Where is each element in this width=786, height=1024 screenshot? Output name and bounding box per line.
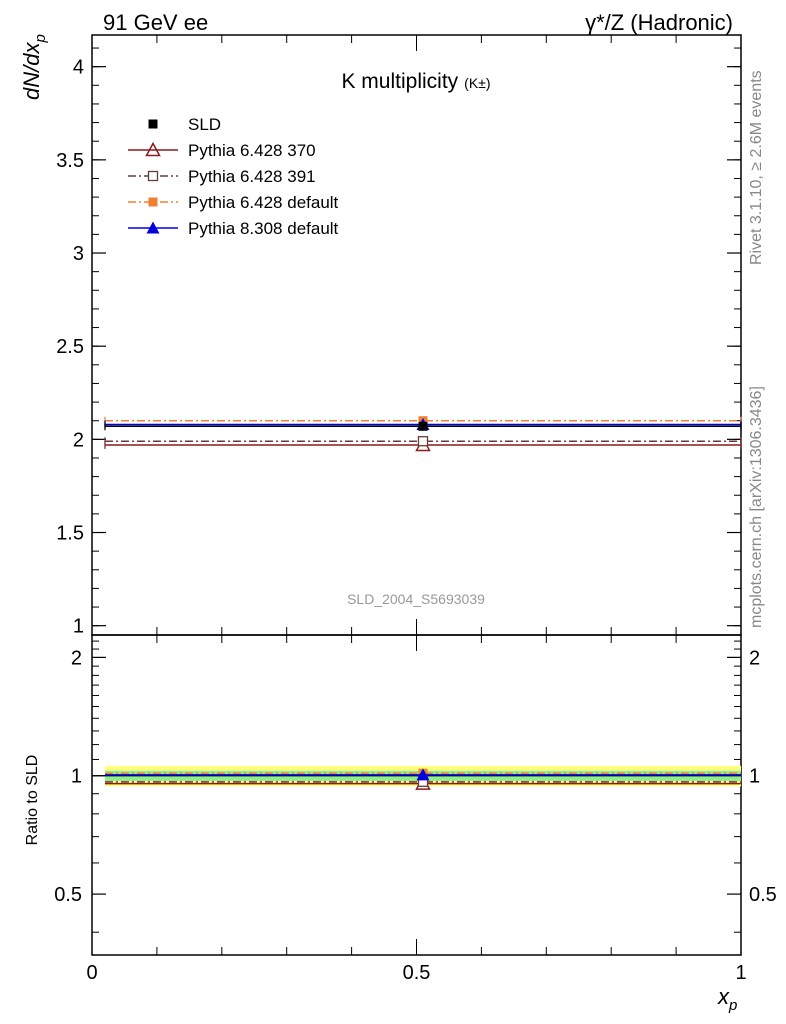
legend-label: Pythia 8.308 default (188, 219, 339, 238)
x-tick-label: 1 (735, 962, 746, 984)
y-tick-label: 1 (73, 616, 84, 638)
y-tick-label: 2.5 (56, 336, 84, 358)
svg-text:Ratio to SLD: Ratio to SLD (24, 755, 41, 846)
ratio-tick-label: 0.5 (54, 884, 82, 906)
legend-label: SLD (188, 115, 221, 134)
series-0 (104, 421, 742, 431)
legend-label: Pythia 6.428 default (188, 193, 339, 212)
ratio-tick-label-right: 1 (749, 766, 760, 788)
ratio-y-axis-label: Ratio to SLD (24, 755, 41, 846)
marker (146, 221, 160, 234)
series-2 (104, 436, 742, 447)
x-axis-label: xp (717, 984, 737, 1014)
marker (145, 141, 161, 157)
marker (416, 768, 430, 781)
legend-entry: Pythia 6.428 default (128, 193, 339, 212)
legend-entry: Pythia 6.428 391 (128, 167, 316, 186)
marker (418, 421, 428, 431)
ratio-layer (92, 765, 742, 790)
analysis-id: SLD_2004_S5693039 (347, 591, 485, 607)
ratio-tick-label-right: 2 (749, 647, 760, 669)
legend-entry: SLD (148, 115, 221, 134)
chart-title: K multiplicity (K±) (341, 70, 490, 93)
header-left: 91 GeV ee (103, 10, 208, 35)
ratio-panel-frame (91, 634, 742, 956)
legend-label: Pythia 6.428 391 (188, 167, 316, 186)
svg-text:Rivet 3.1.10, ≥ 2.6M events: Rivet 3.1.10, ≥ 2.6M events (748, 70, 765, 265)
marker (147, 170, 159, 182)
legend: SLD Pythia 6.428 370 Pythia 6.428 391 Pythi… (128, 115, 339, 238)
y-axis-label: dN/dxp (19, 34, 49, 100)
x-tick-label: 0 (86, 962, 97, 984)
legend-entry: Pythia 6.428 370 (128, 141, 316, 160)
legend-label: Pythia 6.428 370 (188, 141, 316, 160)
data-layer (104, 416, 742, 452)
legend-entry: Pythia 8.308 default (128, 219, 339, 238)
y-tick-label: 4 (73, 57, 84, 79)
marker (148, 119, 158, 129)
svg-text:mcplots.cern.ch [arXiv:1306.34: mcplots.cern.ch [arXiv:1306.3436] (748, 386, 765, 628)
header-right: γ*/Z (Hadronic) (585, 10, 733, 35)
ratio-tick-label: 2 (71, 647, 82, 669)
marker (417, 436, 429, 447)
ratio-series (104, 768, 741, 781)
rivet-label: Rivet 3.1.10, ≥ 2.6M events (748, 70, 765, 265)
marker (148, 197, 158, 207)
y-tick-label: 2 (73, 429, 84, 451)
ratio-tick-label-right: 0.5 (749, 884, 777, 906)
ratio-tick-label: 1 (71, 766, 82, 788)
y-tick-label: 1.5 (56, 523, 84, 545)
y-tick-label: 3.5 (56, 150, 84, 172)
y-tick-label: 3 (73, 243, 84, 265)
svg-text:dN/dxp: dN/dxp (19, 34, 49, 100)
axis-ticks: 1 1.5 2 2.5 3 3.5 4 0 0.5 1 0.5 0.5 1 1 2 2 (54, 35, 777, 984)
x-tick-label: 0.5 (403, 962, 431, 984)
mcplots-label: mcplots.cern.ch [arXiv:1306.3436] (748, 386, 765, 628)
